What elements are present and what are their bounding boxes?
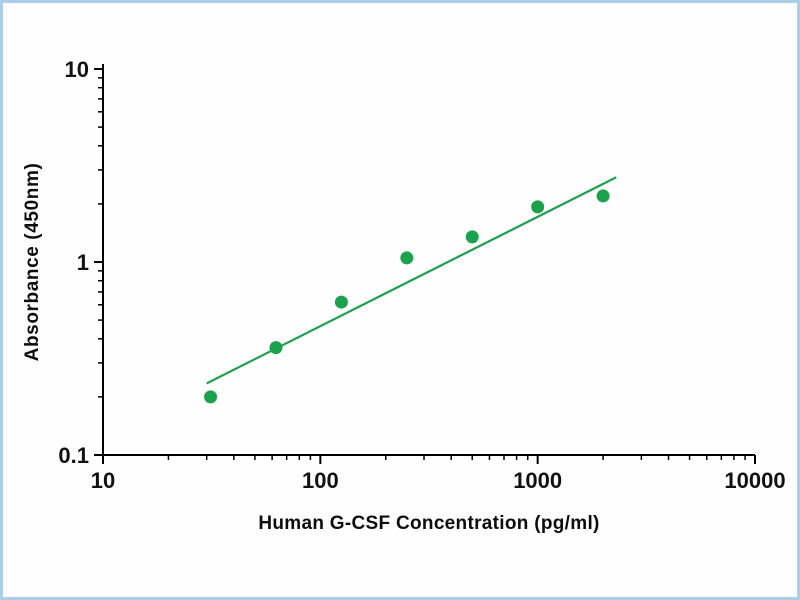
- data-point: [596, 189, 610, 203]
- y-tick-label: 1: [77, 250, 89, 275]
- data-point: [531, 200, 545, 214]
- data-point: [400, 251, 414, 265]
- plot-canvas: 10 100 1000 10000 0.1 1 10: [58, 57, 785, 493]
- x-axis-title: Human G-CSF Concentration (pg/ml): [258, 513, 600, 534]
- y-tick-label: 10: [65, 57, 89, 82]
- data-point: [334, 295, 348, 309]
- data-point: [465, 230, 479, 244]
- x-tick-label: 100: [302, 468, 339, 493]
- x-tick-label: 10: [91, 468, 115, 493]
- data-point: [204, 390, 218, 404]
- x-tick-label: 10000: [724, 468, 785, 493]
- y-tick-label: 0.1: [58, 443, 89, 468]
- trend-line: [206, 176, 617, 385]
- data-point: [269, 341, 283, 355]
- y-axis-title: Absorbance (450nm): [22, 162, 43, 362]
- x-tick-label: 1000: [513, 468, 562, 493]
